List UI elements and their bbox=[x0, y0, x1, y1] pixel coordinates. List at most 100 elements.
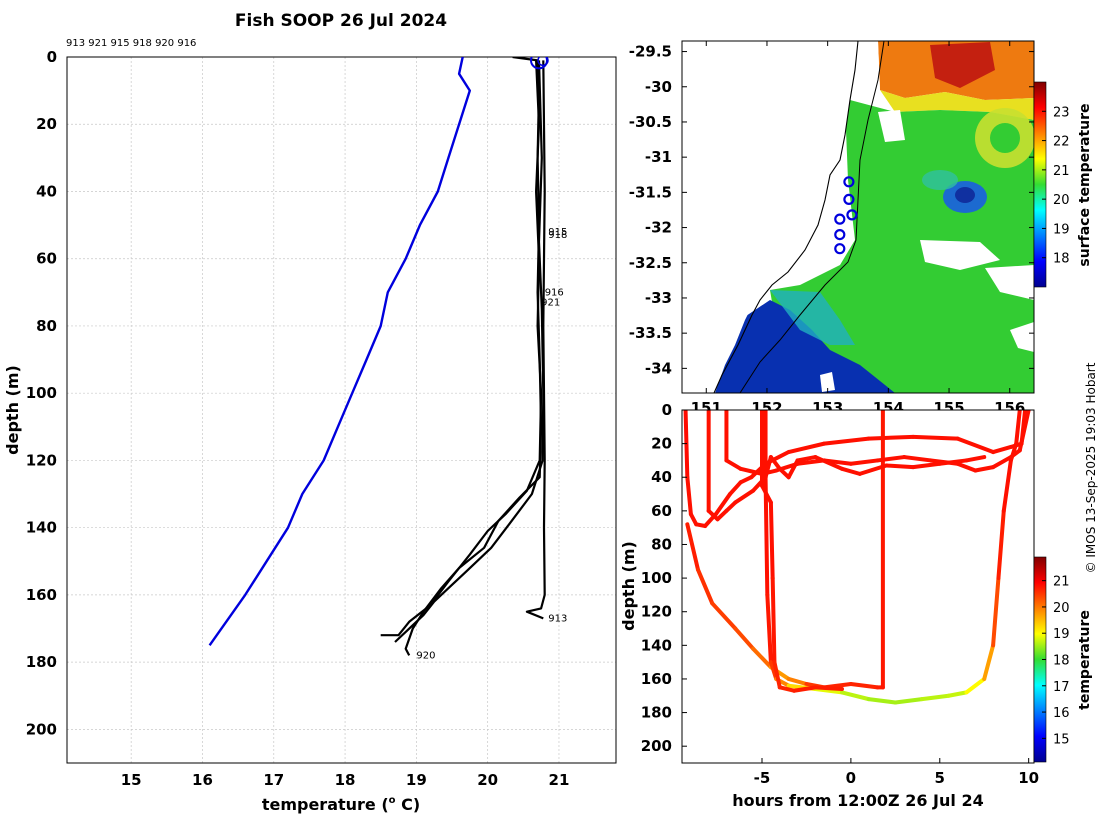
temperature-colorbar-tick-label: 17 bbox=[1053, 680, 1070, 695]
track-segment bbox=[996, 508, 1006, 581]
track-segment bbox=[733, 626, 756, 651]
time-y-axis-label: depth (m) bbox=[619, 541, 638, 631]
sst-colorbar-tick-label: 22 bbox=[1053, 135, 1070, 150]
x-tick-label: 16 bbox=[192, 771, 213, 789]
station-marker bbox=[843, 193, 855, 205]
profile-id-label: 920 bbox=[416, 650, 435, 661]
track-segment bbox=[765, 592, 773, 665]
track-segment bbox=[866, 697, 898, 705]
track-segment bbox=[685, 475, 693, 517]
y-tick-label: 180 bbox=[26, 653, 57, 671]
profile-id-label: 915 bbox=[548, 227, 567, 238]
glider-track bbox=[760, 410, 844, 693]
time-y-tick-label: 20 bbox=[651, 435, 672, 453]
track-segment bbox=[763, 455, 773, 480]
temperature-colorbar-tick-label: 18 bbox=[1053, 654, 1070, 669]
x-tick-label: 19 bbox=[406, 771, 427, 789]
map-y-tick-label: -30.5 bbox=[629, 113, 672, 131]
track-segment bbox=[813, 455, 844, 471]
track-segment bbox=[937, 458, 969, 466]
temperature-colorbar-tick-label: 21 bbox=[1053, 575, 1070, 590]
map-y-tick-label: -33.5 bbox=[629, 324, 672, 342]
sst-map: -29.5 -30 -30.5 -31 -31.5 -32 -32.5 -33 -33.5 -34… bbox=[629, 40, 1093, 417]
map-y-tick-label: -29.5 bbox=[629, 43, 672, 61]
track-segment bbox=[777, 685, 796, 693]
profile-id-label: 916 bbox=[545, 287, 564, 298]
track-segment bbox=[840, 466, 862, 476]
track-segment bbox=[875, 455, 907, 463]
series-profile-b bbox=[380, 60, 543, 637]
track-segment bbox=[1001, 458, 1013, 513]
y-tick-label: 80 bbox=[36, 317, 57, 335]
sst-colorbar-tick-label: 23 bbox=[1053, 105, 1070, 120]
series-climatology bbox=[208, 57, 471, 646]
track-segment bbox=[768, 660, 779, 681]
track-segment bbox=[866, 434, 916, 441]
time-x-tick-label: 10 bbox=[1018, 769, 1039, 787]
temperature-colorbar-label: temperature bbox=[1077, 610, 1093, 710]
sst-colorbar-label: surface temperature bbox=[1077, 103, 1093, 266]
map-y-tick-label: -31 bbox=[645, 148, 672, 166]
track-segment bbox=[911, 434, 960, 441]
sst-cold-eddy-core bbox=[955, 187, 975, 203]
map-y-tick-label: -30 bbox=[645, 78, 672, 96]
y-tick-label: 0 bbox=[47, 48, 57, 66]
shelf-contour bbox=[739, 41, 885, 393]
temperature-colorbar-tick-label: 15 bbox=[1053, 732, 1070, 747]
map-y-tick-label: -34 bbox=[645, 359, 672, 377]
track-segment bbox=[760, 483, 773, 505]
glider-track bbox=[763, 410, 987, 480]
track-segment bbox=[733, 488, 756, 505]
series-layer bbox=[208, 57, 549, 656]
map-y-tick-label: -31.5 bbox=[629, 183, 672, 201]
sst-cyan-shelf bbox=[770, 290, 855, 345]
track-segment bbox=[991, 444, 1013, 455]
profile-id-label: 921 bbox=[541, 297, 560, 308]
series-profile-c bbox=[394, 60, 545, 643]
grid bbox=[67, 56, 616, 763]
track-segment bbox=[893, 697, 924, 705]
cloud-gap bbox=[1010, 322, 1034, 352]
track-segment bbox=[857, 463, 889, 476]
track-segment bbox=[1017, 410, 1031, 453]
station-marker bbox=[834, 243, 846, 255]
sst-colorbar-tick-label: 21 bbox=[1053, 164, 1070, 179]
track-segment bbox=[738, 466, 764, 476]
cloud-gap bbox=[920, 240, 1000, 270]
track-segment bbox=[884, 463, 916, 470]
x-axis-label: temperature (o C) bbox=[262, 795, 420, 814]
profile-id-label: 913 bbox=[548, 613, 567, 624]
profile-start-marker bbox=[537, 57, 549, 67]
series-profile-d bbox=[525, 60, 546, 620]
x-tick-label: 21 bbox=[549, 771, 570, 789]
y-tick-label: 40 bbox=[36, 182, 57, 200]
map-y-tick-label: -32.5 bbox=[629, 254, 672, 272]
time-y-tick-label: 60 bbox=[651, 502, 672, 520]
time-y-tick-label: 0 bbox=[662, 401, 672, 419]
profile-start-marker bbox=[529, 57, 548, 70]
track-segment bbox=[713, 492, 732, 517]
time-y-tick-label: 40 bbox=[651, 468, 672, 486]
track-segment bbox=[786, 458, 800, 480]
track-segment bbox=[902, 455, 933, 463]
plot-frame bbox=[66, 56, 617, 764]
track-segment bbox=[772, 660, 782, 690]
glider-track bbox=[706, 410, 1022, 705]
track-segment bbox=[920, 693, 951, 702]
y-tick-label: 100 bbox=[26, 384, 57, 402]
land bbox=[682, 41, 855, 393]
sst-colorbar-ticks: 18 19 20 21 22 23 bbox=[1042, 105, 1070, 267]
track-segment bbox=[710, 601, 738, 631]
track-segment bbox=[724, 500, 738, 513]
track-segment bbox=[964, 455, 987, 463]
station-marker bbox=[846, 209, 858, 221]
x-tick-label: 18 bbox=[335, 771, 356, 789]
track-segment bbox=[685, 522, 700, 572]
x-tick-label: 17 bbox=[263, 771, 284, 789]
station-marker bbox=[834, 229, 846, 241]
time-x-axis-label: hours from 12:00Z 26 Jul 24 bbox=[732, 791, 983, 810]
track-segment bbox=[964, 676, 987, 695]
temperature-colorbar-ticks: 15 16 17 18 19 20 21 bbox=[1042, 575, 1070, 747]
